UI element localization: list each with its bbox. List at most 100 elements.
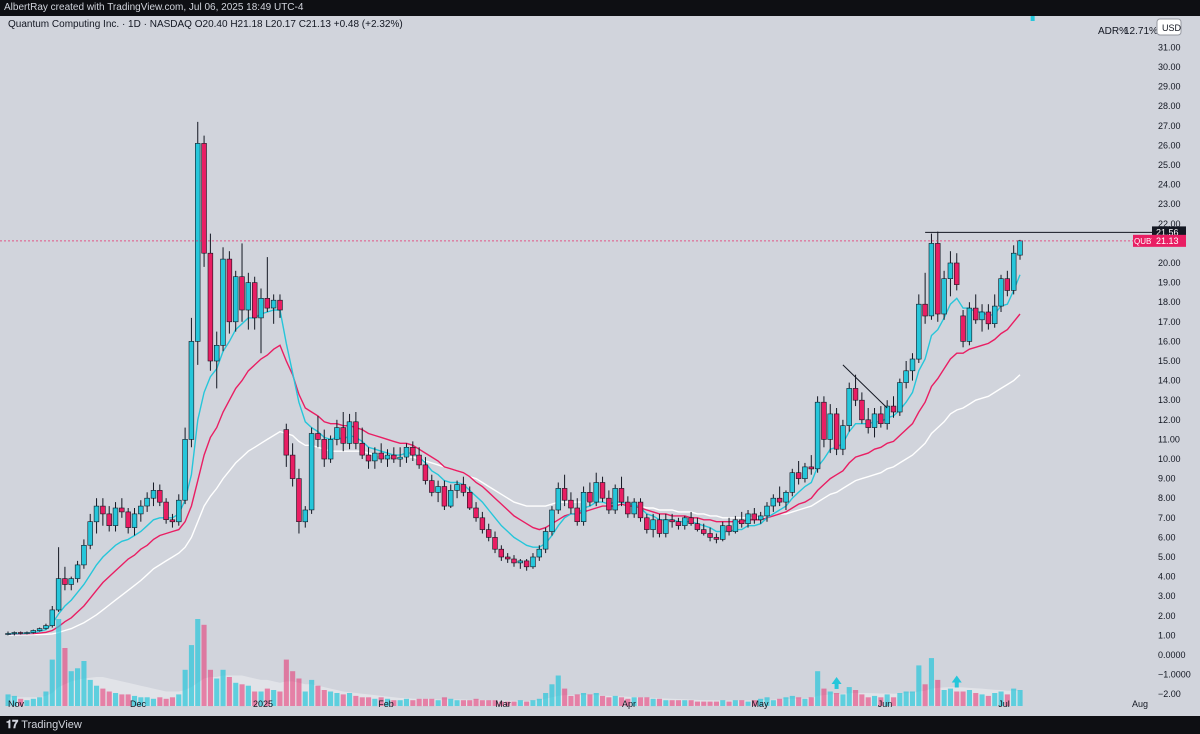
volume-bar [505, 701, 511, 706]
candle [391, 454, 397, 460]
volume-bar [56, 619, 62, 706]
volume-bar [201, 624, 207, 706]
price-tick-label: 20.00 [1158, 258, 1181, 268]
price-tick-label: 15.00 [1158, 356, 1181, 366]
candle [593, 482, 599, 503]
price-tick-label: 30.00 [1158, 62, 1181, 72]
price-tick-label: 29.00 [1158, 82, 1181, 92]
volume-bar [992, 693, 998, 707]
candle [549, 509, 555, 532]
price-tick-label: 5.00 [1158, 552, 1176, 562]
candle [403, 446, 410, 458]
time-tick-label: Nov [8, 699, 25, 709]
price-tick-label: 9.00 [1158, 474, 1176, 484]
volume-bar [233, 682, 239, 706]
footer-brand: TradingView [21, 719, 82, 731]
candle [688, 517, 694, 524]
volume-bar [1011, 688, 1017, 706]
candle [226, 258, 233, 323]
candle [644, 517, 650, 530]
volume-bar [853, 690, 859, 706]
time-tick-label: May [751, 699, 769, 709]
volume-bar [947, 688, 953, 706]
candle [821, 401, 827, 440]
volume-bar [656, 698, 662, 707]
volume-bar [37, 697, 43, 706]
volume-bar [872, 695, 878, 706]
candle [941, 278, 947, 315]
candle [466, 491, 473, 509]
currency-button[interactable] [1156, 18, 1182, 36]
candle [112, 507, 119, 526]
price-tick-label: 2.00 [1158, 611, 1176, 621]
volume-bar [207, 669, 213, 707]
candle [1017, 240, 1023, 256]
chart-canvas[interactable]: 32.0031.0030.0029.0028.0027.0026.0025.00… [0, 16, 1200, 716]
candle [30, 630, 36, 633]
volume-bar [789, 695, 795, 706]
chart-area[interactable]: 32.0031.0030.0029.0028.0027.0026.0025.00… [0, 16, 1200, 716]
volume-bar [359, 697, 365, 706]
candle [884, 405, 890, 425]
volume-bar [239, 684, 245, 707]
volume-bar [30, 698, 36, 707]
candle [397, 456, 403, 460]
volume-bar [612, 695, 618, 706]
volume-bar [928, 658, 934, 706]
volume-bar [441, 697, 447, 706]
ema-mid-line [7, 313, 1021, 635]
time-tick-label: Jul [998, 699, 1010, 709]
candle [416, 454, 422, 466]
ticker-tag [1133, 234, 1152, 247]
volume-bar [720, 700, 726, 706]
volume-bar [435, 700, 441, 706]
chart-legend[interactable]: Quantum Computing Inc. · 1D · NASDAQ O20… [8, 19, 403, 30]
volume-bar [132, 695, 138, 706]
candle [713, 537, 720, 540]
volume-bar [827, 691, 833, 706]
volume-bar [11, 695, 17, 706]
volume-bar [619, 697, 625, 706]
candle [953, 262, 960, 285]
candle [859, 399, 865, 421]
volume-bar [1004, 694, 1010, 706]
price-tick-label: 24.00 [1158, 180, 1181, 190]
candle [372, 452, 378, 462]
volume-bar [625, 698, 631, 707]
candle [852, 388, 859, 401]
price-tick-label: −1.0000 [1158, 670, 1191, 680]
candle [138, 505, 144, 515]
price-tick-label: 12.00 [1158, 415, 1181, 425]
price-tick-label: 4.00 [1158, 572, 1176, 582]
time-tick-label: Aug [1132, 699, 1148, 709]
candle [11, 632, 17, 634]
candle [504, 556, 511, 560]
last-price-label: 21.13 [1156, 236, 1179, 246]
price-tick-label: −2.00 [1158, 689, 1181, 699]
header-bar: AlbertRay created with TradingView.com, … [0, 0, 1200, 16]
candle [998, 278, 1004, 307]
candle [878, 413, 884, 424]
candle [814, 401, 821, 470]
volume-bar [802, 698, 808, 707]
time-tick-label: Apr [622, 699, 636, 709]
candle [719, 525, 726, 540]
volume-bar [638, 697, 644, 706]
currency-label[interactable]: USD [1162, 23, 1182, 33]
volume-bar [903, 691, 909, 706]
candle [492, 537, 498, 550]
volume-bar [922, 684, 928, 707]
resistance-price-label: 21.56 [1156, 227, 1179, 237]
candle [473, 507, 479, 519]
candle [410, 446, 416, 456]
candle [346, 421, 353, 444]
candle [789, 472, 796, 493]
candle [163, 501, 169, 521]
time-scale[interactable]: Nov Dec 2025 Feb Mar Apr May Jun Jul Aug [8, 699, 1148, 709]
volume-bar [353, 695, 359, 706]
volume-bar [587, 694, 593, 706]
candle [296, 478, 302, 523]
candle [441, 486, 448, 507]
volume-bar [865, 697, 871, 706]
candle [302, 509, 308, 523]
